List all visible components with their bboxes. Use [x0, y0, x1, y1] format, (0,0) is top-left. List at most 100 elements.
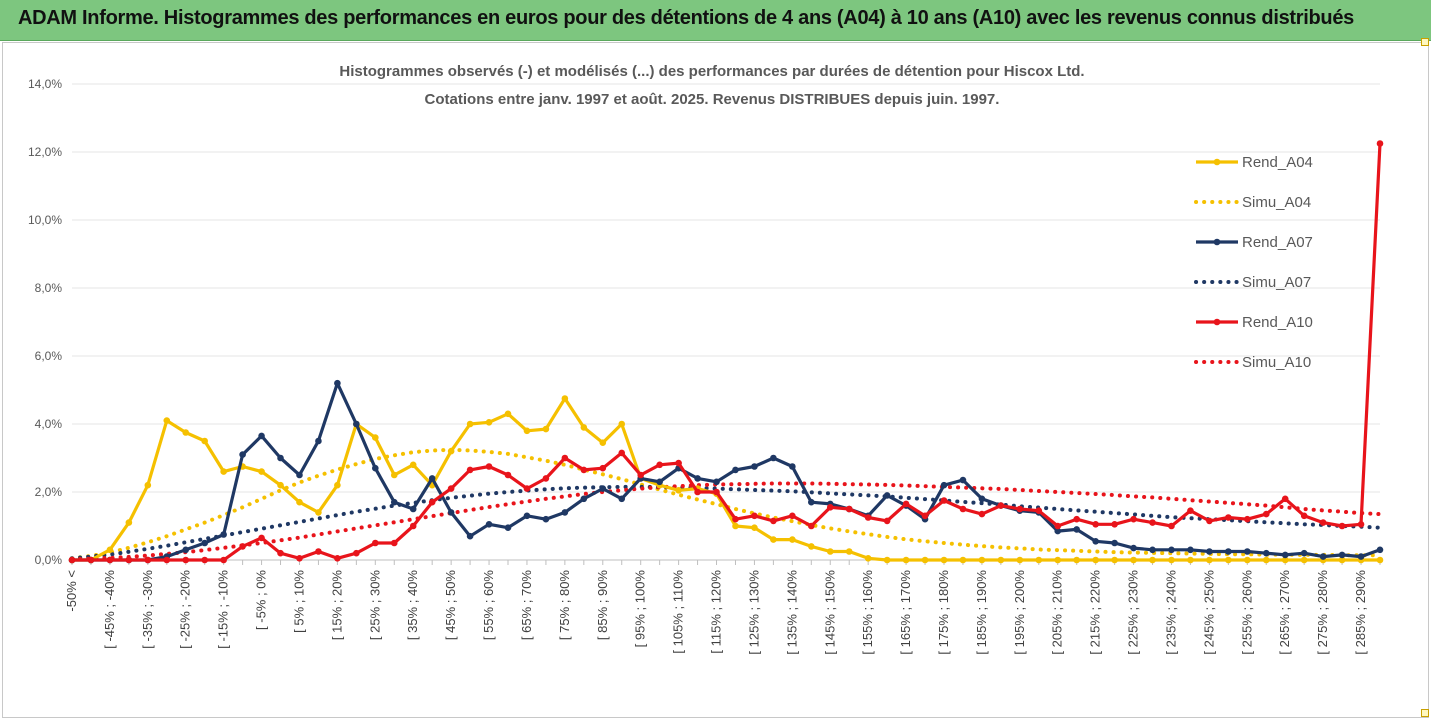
- series-rend-a07-point: [1225, 548, 1232, 555]
- series-rend-a10-point: [68, 556, 76, 564]
- x-tick-label: [ 125% ; 130%: [746, 570, 761, 655]
- series-rend-a10-point: [694, 488, 701, 496]
- x-tick-label: [ 245% ; 250%: [1201, 570, 1216, 655]
- series-rend-a07-point: [732, 466, 739, 474]
- series-rend-a04-point: [1225, 556, 1232, 564]
- series-rend-a04-point: [580, 424, 588, 431]
- series-rend-a10-point: [1206, 517, 1213, 525]
- series-rend-a04-point: [1187, 556, 1194, 564]
- series-rend-a10-point: [883, 517, 891, 525]
- series-rend-a07-point: [523, 512, 531, 520]
- series-rend-a10-point: [504, 471, 512, 479]
- legend-rend-a04-marker: [1213, 158, 1221, 166]
- series-rend-a04-point: [258, 468, 265, 475]
- series-rend-a07-point: [353, 420, 360, 428]
- series-layer: [68, 140, 1384, 564]
- series-rend-a07-point: [1054, 527, 1062, 535]
- series-rend-a07-point: [1262, 549, 1270, 557]
- series-rend-a07-point: [182, 546, 190, 554]
- series-rend-a10-point: [334, 555, 341, 562]
- series-rend-a04-point: [466, 420, 474, 428]
- y-tick-label: 4,0%: [35, 417, 63, 431]
- series-rend-a10-point: [428, 498, 436, 506]
- x-tick-label: [ 135% ; 140%: [784, 570, 799, 655]
- series-rend-a04-point: [1092, 556, 1099, 564]
- series-rend-a04-point: [1338, 556, 1346, 564]
- series-rend-a10-point: [808, 522, 815, 530]
- x-tick-label: [ 55% ; 60%: [481, 570, 496, 641]
- x-tick-label: [ 215% ; 220%: [1088, 570, 1103, 655]
- series-rend-a07-point: [751, 463, 758, 470]
- series-rend-a10-point: [485, 463, 493, 470]
- series-rend-a10-point: [1376, 140, 1384, 147]
- x-tick-label: [ 115% ; 120%: [709, 570, 724, 654]
- x-tick-label: [ -25% ; -20%: [178, 570, 193, 649]
- series-rend-a04-point: [1130, 556, 1137, 564]
- series-rend-a10-point: [523, 485, 531, 492]
- series-rend-a04-point: [789, 536, 796, 543]
- series-rend-a04-point: [1054, 556, 1062, 564]
- series-rend-a07-point: [694, 475, 701, 482]
- series-rend-a07-point: [334, 379, 341, 387]
- series-rend-a07-point: [485, 521, 493, 528]
- series-rend-a04-point: [390, 471, 398, 479]
- series-rend-a10-point: [656, 461, 663, 469]
- series-rend-a10-point: [1357, 521, 1365, 528]
- resize-handle-bottom-right[interactable]: [1421, 709, 1429, 717]
- series-rend-a04-point: [732, 522, 739, 530]
- x-tick-label: [ 45% ; 50%: [443, 570, 458, 641]
- series-rend-a10-point: [201, 556, 208, 564]
- series-rend-a10-point: [106, 556, 114, 564]
- series-rend-a10-point: [125, 556, 133, 564]
- series-rend-a10-point: [182, 556, 190, 564]
- header-banner: ADAM Informe. Histogrammes des performan…: [0, 0, 1431, 41]
- series-rend-a07-point: [1300, 549, 1308, 557]
- y-tick-label: 14,0%: [28, 77, 62, 91]
- series-rend-a07-point: [315, 437, 322, 445]
- series-rend-a04-point: [182, 429, 190, 436]
- series-rend-a10-point: [296, 555, 303, 562]
- series-rend-a07-point: [220, 531, 227, 538]
- series-rend-a07-point: [372, 464, 379, 472]
- series-rend-a10-point: [409, 522, 417, 530]
- series-rend-a07-point: [561, 509, 569, 516]
- series-rend-a04-point: [675, 487, 682, 494]
- series-rend-a07-point: [1244, 548, 1251, 555]
- series-rend-a10-point: [1225, 514, 1232, 521]
- series-rend-a04-point: [1300, 556, 1308, 564]
- x-axis: -50% < [ -45% ; -40% [ -35% ; -30% [ -25% ;…: [64, 560, 1381, 655]
- series-rend-a10-point: [87, 556, 95, 564]
- series-rend-a07-point: [959, 476, 967, 484]
- series-rend-a07-point: [542, 515, 550, 523]
- series-rend-a04-point: [808, 543, 815, 550]
- series-rend-a07-line: [72, 381, 1381, 562]
- series-rend-a07-point: [428, 475, 436, 482]
- series-rend-a04-point: [1149, 556, 1156, 564]
- series-rend-a04-point: [542, 425, 550, 433]
- series-rend-a10-point: [978, 510, 986, 518]
- series-rend-a10-point: [637, 471, 644, 479]
- resize-handle-top-right[interactable]: [1421, 38, 1429, 46]
- series-rend-a10-point: [864, 514, 872, 521]
- series-rend-a04-point: [770, 536, 777, 543]
- series-rend-a04-point: [201, 437, 208, 445]
- series-rend-a04-point: [1035, 556, 1043, 564]
- x-tick-label: [ 265% ; 270%: [1277, 570, 1292, 655]
- legend-rend-a07-label: Rend_A07: [1242, 234, 1313, 251]
- series-rend-a07-point: [599, 485, 607, 492]
- page-title: ADAM Informe. Histogrammes des performan…: [18, 7, 1354, 29]
- series-rend-a10-point: [277, 549, 284, 557]
- series-rend-a10-point: [466, 466, 474, 474]
- series-rend-a10-point: [599, 464, 607, 472]
- series-rend-a10-point: [1281, 495, 1289, 503]
- chart-title: Histogrammes observés (-) et modélisés (…: [339, 63, 1084, 80]
- series-rend-a10-point: [580, 466, 588, 474]
- series-rend-a04-point: [315, 509, 322, 516]
- y-tick-label: 8,0%: [35, 281, 63, 295]
- series-rend-a07-point: [504, 524, 512, 531]
- series-rend-a10-point: [1073, 515, 1080, 523]
- x-tick-label: [ 225% ; 230%: [1126, 570, 1141, 655]
- series-rend-a10-point: [239, 543, 246, 550]
- series-rend-a10-point: [1338, 522, 1346, 530]
- series-rend-a10-point: [770, 517, 777, 525]
